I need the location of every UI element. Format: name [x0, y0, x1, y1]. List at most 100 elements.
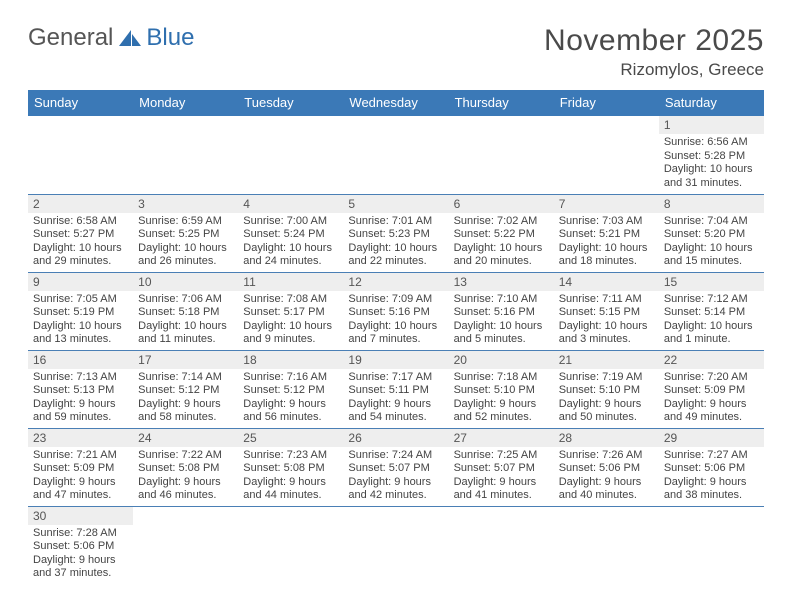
day-number: 12: [343, 273, 448, 291]
weekday-header-row: Sunday Monday Tuesday Wednesday Thursday…: [28, 90, 764, 116]
day-body: Sunrise: 7:16 AMSunset: 5:12 PMDaylight:…: [238, 369, 343, 428]
daylight-text: Daylight: 9 hours: [454, 398, 549, 412]
sunset-text: Sunset: 5:27 PM: [33, 228, 128, 242]
calendar-cell: 5Sunrise: 7:01 AMSunset: 5:23 PMDaylight…: [343, 194, 448, 272]
sunrise-text: Sunrise: 7:09 AM: [348, 293, 443, 307]
calendar-cell: [343, 116, 448, 194]
daylight-text-2: and 3 minutes.: [559, 333, 654, 347]
calendar-cell: 11Sunrise: 7:08 AMSunset: 5:17 PMDayligh…: [238, 272, 343, 350]
sunset-text: Sunset: 5:08 PM: [243, 462, 338, 476]
day-body: Sunrise: 7:09 AMSunset: 5:16 PMDaylight:…: [343, 291, 448, 350]
daylight-text: Daylight: 10 hours: [664, 242, 759, 256]
calendar-cell: 29Sunrise: 7:27 AMSunset: 5:06 PMDayligh…: [659, 428, 764, 506]
sunset-text: Sunset: 5:24 PM: [243, 228, 338, 242]
sunset-text: Sunset: 5:15 PM: [559, 306, 654, 320]
day-number: 20: [449, 351, 554, 369]
calendar-cell: 3Sunrise: 6:59 AMSunset: 5:25 PMDaylight…: [133, 194, 238, 272]
day-number: 1: [659, 116, 764, 134]
calendar-cell: 18Sunrise: 7:16 AMSunset: 5:12 PMDayligh…: [238, 350, 343, 428]
day-body: Sunrise: 7:00 AMSunset: 5:24 PMDaylight:…: [238, 213, 343, 272]
sunrise-text: Sunrise: 6:58 AM: [33, 215, 128, 229]
day-number: 26: [343, 429, 448, 447]
day-body: Sunrise: 7:28 AMSunset: 5:06 PMDaylight:…: [28, 525, 133, 584]
daylight-text: Daylight: 9 hours: [559, 476, 654, 490]
sunrise-text: Sunrise: 7:05 AM: [33, 293, 128, 307]
day-number: 4: [238, 195, 343, 213]
daylight-text-2: and 52 minutes.: [454, 411, 549, 425]
day-number: 21: [554, 351, 659, 369]
calendar-cell: [554, 116, 659, 194]
daylight-text-2: and 29 minutes.: [33, 255, 128, 269]
calendar-cell: [343, 506, 448, 584]
day-number: 6: [449, 195, 554, 213]
sunrise-text: Sunrise: 7:12 AM: [664, 293, 759, 307]
sail-icon: [117, 28, 143, 48]
daylight-text: Daylight: 10 hours: [33, 320, 128, 334]
sunrise-text: Sunrise: 7:02 AM: [454, 215, 549, 229]
day-body: Sunrise: 6:56 AMSunset: 5:28 PMDaylight:…: [659, 134, 764, 193]
day-body: Sunrise: 7:12 AMSunset: 5:14 PMDaylight:…: [659, 291, 764, 350]
calendar-row: 9Sunrise: 7:05 AMSunset: 5:19 PMDaylight…: [28, 272, 764, 350]
calendar-cell: 20Sunrise: 7:18 AMSunset: 5:10 PMDayligh…: [449, 350, 554, 428]
calendar-cell: 8Sunrise: 7:04 AMSunset: 5:20 PMDaylight…: [659, 194, 764, 272]
daylight-text-2: and 37 minutes.: [33, 567, 128, 581]
calendar-cell: 6Sunrise: 7:02 AMSunset: 5:22 PMDaylight…: [449, 194, 554, 272]
daylight-text-2: and 18 minutes.: [559, 255, 654, 269]
daylight-text-2: and 42 minutes.: [348, 489, 443, 503]
sunset-text: Sunset: 5:25 PM: [138, 228, 233, 242]
daylight-text: Daylight: 9 hours: [138, 476, 233, 490]
calendar-cell: 9Sunrise: 7:05 AMSunset: 5:19 PMDaylight…: [28, 272, 133, 350]
calendar-cell: 12Sunrise: 7:09 AMSunset: 5:16 PMDayligh…: [343, 272, 448, 350]
calendar-cell: 1Sunrise: 6:56 AMSunset: 5:28 PMDaylight…: [659, 116, 764, 194]
daylight-text: Daylight: 10 hours: [348, 242, 443, 256]
day-body: Sunrise: 7:14 AMSunset: 5:12 PMDaylight:…: [133, 369, 238, 428]
calendar-cell: 22Sunrise: 7:20 AMSunset: 5:09 PMDayligh…: [659, 350, 764, 428]
day-number: 23: [28, 429, 133, 447]
day-number: 17: [133, 351, 238, 369]
sunset-text: Sunset: 5:06 PM: [559, 462, 654, 476]
day-number: 10: [133, 273, 238, 291]
day-number: 19: [343, 351, 448, 369]
sunset-text: Sunset: 5:18 PM: [138, 306, 233, 320]
sunrise-text: Sunrise: 7:03 AM: [559, 215, 654, 229]
sunrise-text: Sunrise: 7:08 AM: [243, 293, 338, 307]
daylight-text: Daylight: 9 hours: [559, 398, 654, 412]
day-body: Sunrise: 7:25 AMSunset: 5:07 PMDaylight:…: [449, 447, 554, 506]
daylight-text-2: and 15 minutes.: [664, 255, 759, 269]
daylight-text: Daylight: 9 hours: [33, 554, 128, 568]
logo-text-general: General: [28, 24, 113, 52]
sunset-text: Sunset: 5:09 PM: [664, 384, 759, 398]
daylight-text: Daylight: 10 hours: [559, 242, 654, 256]
calendar-cell: [238, 116, 343, 194]
day-number: 18: [238, 351, 343, 369]
daylight-text-2: and 20 minutes.: [454, 255, 549, 269]
daylight-text-2: and 50 minutes.: [559, 411, 654, 425]
sunrise-text: Sunrise: 7:27 AM: [664, 449, 759, 463]
daylight-text-2: and 26 minutes.: [138, 255, 233, 269]
daylight-text: Daylight: 10 hours: [138, 320, 233, 334]
sunrise-text: Sunrise: 7:22 AM: [138, 449, 233, 463]
daylight-text: Daylight: 9 hours: [138, 398, 233, 412]
sunset-text: Sunset: 5:10 PM: [559, 384, 654, 398]
sunset-text: Sunset: 5:12 PM: [243, 384, 338, 398]
calendar-cell: 16Sunrise: 7:13 AMSunset: 5:13 PMDayligh…: [28, 350, 133, 428]
daylight-text: Daylight: 10 hours: [243, 320, 338, 334]
sunset-text: Sunset: 5:23 PM: [348, 228, 443, 242]
day-number: 9: [28, 273, 133, 291]
weekday-header: Thursday: [449, 90, 554, 116]
day-body: Sunrise: 6:59 AMSunset: 5:25 PMDaylight:…: [133, 213, 238, 272]
weekday-header: Saturday: [659, 90, 764, 116]
daylight-text-2: and 59 minutes.: [33, 411, 128, 425]
day-body: Sunrise: 7:05 AMSunset: 5:19 PMDaylight:…: [28, 291, 133, 350]
daylight-text-2: and 7 minutes.: [348, 333, 443, 347]
day-body: Sunrise: 7:02 AMSunset: 5:22 PMDaylight:…: [449, 213, 554, 272]
sunrise-text: Sunrise: 7:21 AM: [33, 449, 128, 463]
logo: General Blue: [28, 24, 194, 52]
day-number: 25: [238, 429, 343, 447]
sunrise-text: Sunrise: 7:13 AM: [33, 371, 128, 385]
header: General Blue November 2025 Rizomylos, Gr…: [28, 24, 764, 80]
calendar-table: Sunday Monday Tuesday Wednesday Thursday…: [28, 90, 764, 584]
daylight-text: Daylight: 9 hours: [243, 476, 338, 490]
sunset-text: Sunset: 5:10 PM: [454, 384, 549, 398]
day-number: 15: [659, 273, 764, 291]
